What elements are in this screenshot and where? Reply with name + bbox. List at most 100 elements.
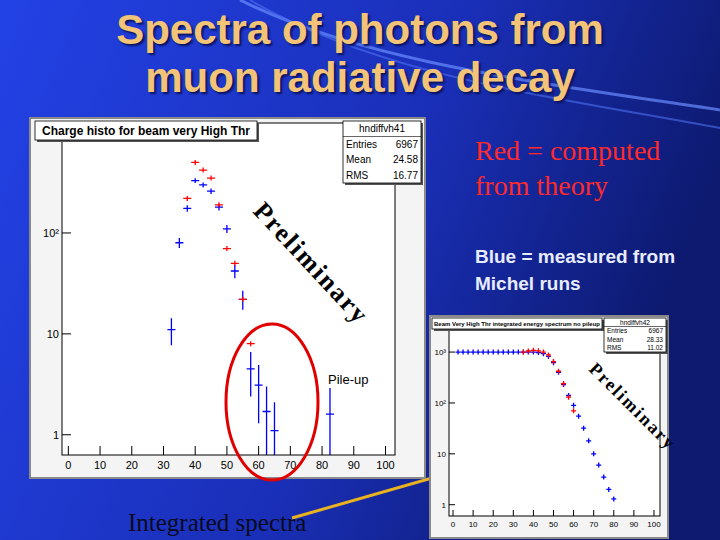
x-tick xyxy=(258,446,259,455)
x-tick xyxy=(195,446,196,455)
data-point xyxy=(571,403,576,408)
data-point xyxy=(481,350,486,355)
data-point xyxy=(546,352,551,357)
x-tick xyxy=(290,446,291,455)
data-point xyxy=(601,475,606,480)
chart: 010203040506070809010011010²Charge histo… xyxy=(30,118,425,536)
data-point xyxy=(476,350,481,355)
y-tick xyxy=(449,504,455,505)
watermark: Preliminary xyxy=(585,359,680,454)
x-tick-label: 90 xyxy=(629,520,638,529)
x-tick-label: 60 xyxy=(253,459,265,471)
x-tick-label: 20 xyxy=(126,459,138,471)
x-tick-label: 70 xyxy=(589,520,598,529)
data-point xyxy=(566,395,571,400)
stats-rule xyxy=(343,136,421,137)
data-point xyxy=(255,365,263,423)
stats-value: 24.58 xyxy=(393,154,418,165)
note-integrated: Integrated spectra xyxy=(128,508,306,538)
chart-canvas xyxy=(430,316,668,538)
x-tick-label: 100 xyxy=(647,520,661,529)
x-tick xyxy=(553,510,554,516)
y-tick xyxy=(449,453,455,454)
x-tick xyxy=(100,446,101,455)
data-point xyxy=(581,426,586,431)
y-tick xyxy=(449,352,455,353)
x-tick-label: 0 xyxy=(451,520,456,529)
data-point xyxy=(606,487,611,492)
chart-title: Beam Very High Thr integrated energy spe… xyxy=(434,321,600,327)
data-point xyxy=(326,388,334,455)
data-point xyxy=(223,225,231,233)
y-tick-label: 10 xyxy=(437,450,446,459)
data-point xyxy=(231,265,239,279)
stats-label: RMS xyxy=(346,170,369,181)
data-point xyxy=(611,496,616,501)
plot-frame xyxy=(62,123,395,455)
data-group xyxy=(167,160,334,455)
data-point xyxy=(511,350,516,355)
data-point xyxy=(247,352,255,396)
data-point xyxy=(521,350,526,355)
x-tick-label: 0 xyxy=(65,459,71,471)
x-tick-label: 10 xyxy=(469,520,478,529)
y-tick-label: 10² xyxy=(434,399,446,408)
data-point xyxy=(536,348,541,353)
data-point xyxy=(496,350,501,355)
stats-value: 16.77 xyxy=(393,170,418,181)
data-point xyxy=(591,451,596,456)
data-point xyxy=(526,348,531,353)
data-point xyxy=(270,402,278,455)
x-tick xyxy=(513,510,514,516)
x-tick-label: 100 xyxy=(376,459,394,471)
x-tick xyxy=(163,446,164,455)
data-point xyxy=(223,246,231,251)
data-point xyxy=(501,350,506,355)
stats-value: 11.02 xyxy=(647,344,663,351)
stats-name: hndiffvh42 xyxy=(620,319,650,326)
x-tick-label: 50 xyxy=(221,459,233,471)
slide-title: Spectra of photons from muon radiative d… xyxy=(60,6,660,102)
data-point xyxy=(541,350,546,355)
data-point xyxy=(471,350,476,355)
pileup-ellipse xyxy=(226,324,318,480)
y-tick xyxy=(449,402,455,403)
data-point xyxy=(247,341,255,346)
background xyxy=(0,0,720,540)
data-point xyxy=(561,382,566,387)
stats-value: 28.33 xyxy=(647,336,664,343)
x-tick xyxy=(453,510,454,516)
stats-value: 6967 xyxy=(649,327,664,334)
x-tick-label: 60 xyxy=(569,520,578,529)
data-point xyxy=(491,350,496,355)
stats-value: 6967 xyxy=(396,139,419,150)
data-point xyxy=(239,297,247,302)
x-tick xyxy=(533,510,534,516)
chart: 010203040506070809010011010²10³Beam Very… xyxy=(430,316,680,538)
x-tick-label: 30 xyxy=(509,520,518,529)
x-tick-label: 50 xyxy=(549,520,558,529)
x-tick-label: 10 xyxy=(94,459,106,471)
y-tick xyxy=(62,232,71,233)
data-point xyxy=(239,291,247,310)
stats-box xyxy=(343,121,421,183)
data-point xyxy=(167,318,175,345)
data-point xyxy=(576,414,581,419)
data-point xyxy=(456,350,461,355)
stats-label: Entries xyxy=(607,327,628,334)
x-tick xyxy=(385,446,386,455)
data-point xyxy=(207,176,215,181)
data-point xyxy=(571,408,576,413)
stats-label: RMS xyxy=(607,344,622,351)
data-point xyxy=(531,348,536,353)
chart-title: Charge histo for beam very High Thr xyxy=(42,124,250,138)
data-point xyxy=(175,238,183,248)
data-point xyxy=(183,205,191,212)
x-tick xyxy=(473,510,474,516)
y-tick-label: 1 xyxy=(53,429,59,441)
y-tick-label: 10³ xyxy=(434,348,446,357)
stats-label: Entries xyxy=(346,139,377,150)
data-point xyxy=(556,369,561,374)
y-tick-label: 10 xyxy=(47,328,59,340)
stats-label: Mean xyxy=(607,336,624,343)
